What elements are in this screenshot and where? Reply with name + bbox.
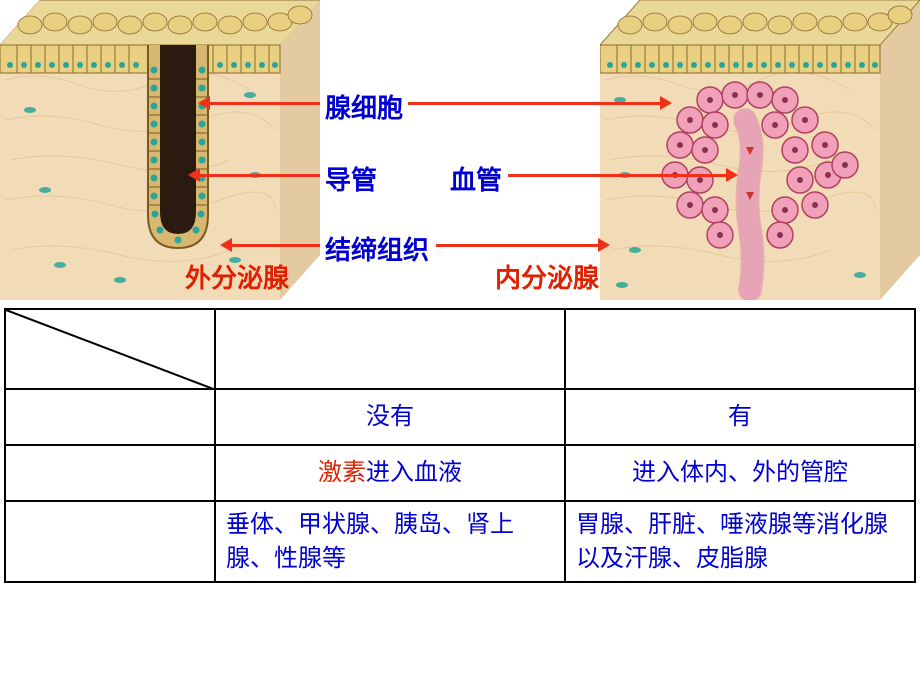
arrow-connective-left bbox=[232, 244, 320, 247]
cell-examples-endocrine: 垂体、甲状腺、胰岛、肾上腺、性腺等 bbox=[215, 501, 565, 582]
rowlabel-secretion bbox=[5, 445, 215, 501]
arrow-duct-left bbox=[200, 174, 320, 177]
exocrine-svg bbox=[0, 0, 320, 300]
arrowhead-connective-left bbox=[220, 238, 232, 252]
cell-duct-endocrine: 没有 bbox=[215, 389, 565, 445]
exocrine-caption: 外分泌腺 bbox=[185, 258, 289, 295]
arrowhead-glandcells-left bbox=[198, 96, 210, 110]
table-header-row bbox=[5, 309, 915, 389]
vessel-label: 血管 bbox=[450, 160, 502, 197]
endocrine-caption: 内分泌腺 bbox=[495, 258, 599, 295]
row-secretion: 激素进入血液 进入体内、外的管腔 bbox=[5, 445, 915, 501]
hormone-rest: 进入血液 bbox=[366, 459, 462, 486]
gland-comparison-diagram: 腺细胞 导管 血管 结缔组织 外分泌腺 内分泌腺 bbox=[0, 0, 920, 305]
gland-cells-label: 腺细胞 bbox=[325, 88, 403, 125]
arrow-connective-right bbox=[436, 244, 598, 247]
gland-comparison-table: 没有 有 激素进入血液 进入体内、外的管腔 垂体、甲状腺、胰岛、肾上腺、性腺等 … bbox=[4, 308, 916, 583]
connective-label: 结缔组织 bbox=[325, 230, 429, 267]
endocrine-tissue-block bbox=[600, 0, 920, 300]
row-has-duct: 没有 有 bbox=[5, 389, 915, 445]
header-endocrine-cell bbox=[215, 309, 565, 389]
arrowhead-duct-left bbox=[188, 168, 200, 182]
hormone-word: 激素 bbox=[318, 459, 366, 486]
arrow-vessel-right bbox=[508, 174, 726, 177]
row-examples: 垂体、甲状腺、胰岛、肾上腺、性腺等 胃腺、肝脏、唾液腺等消化腺以及汗腺、皮脂腺 bbox=[5, 501, 915, 582]
arrow-glandcells-left bbox=[210, 102, 320, 105]
arrowhead-vessel-right bbox=[726, 168, 738, 182]
arrow-glandcells-right bbox=[408, 102, 660, 105]
header-exocrine-cell bbox=[565, 309, 915, 389]
cell-secretion-exocrine: 进入体内、外的管腔 bbox=[565, 445, 915, 501]
cell-duct-exocrine: 有 bbox=[565, 389, 915, 445]
arrowhead-connective-right bbox=[598, 238, 610, 252]
duct-label: 导管 bbox=[325, 160, 377, 197]
diagonal-header-cell bbox=[5, 309, 215, 389]
cell-examples-exocrine: 胃腺、肝脏、唾液腺等消化腺以及汗腺、皮脂腺 bbox=[565, 501, 915, 582]
rowlabel-examples bbox=[5, 501, 215, 582]
exocrine-tissue-block bbox=[0, 0, 320, 300]
cell-secretion-endocrine: 激素进入血液 bbox=[215, 445, 565, 501]
endocrine-svg bbox=[600, 0, 920, 300]
rowlabel-duct bbox=[5, 389, 215, 445]
arrowhead-glandcells-right bbox=[660, 96, 672, 110]
